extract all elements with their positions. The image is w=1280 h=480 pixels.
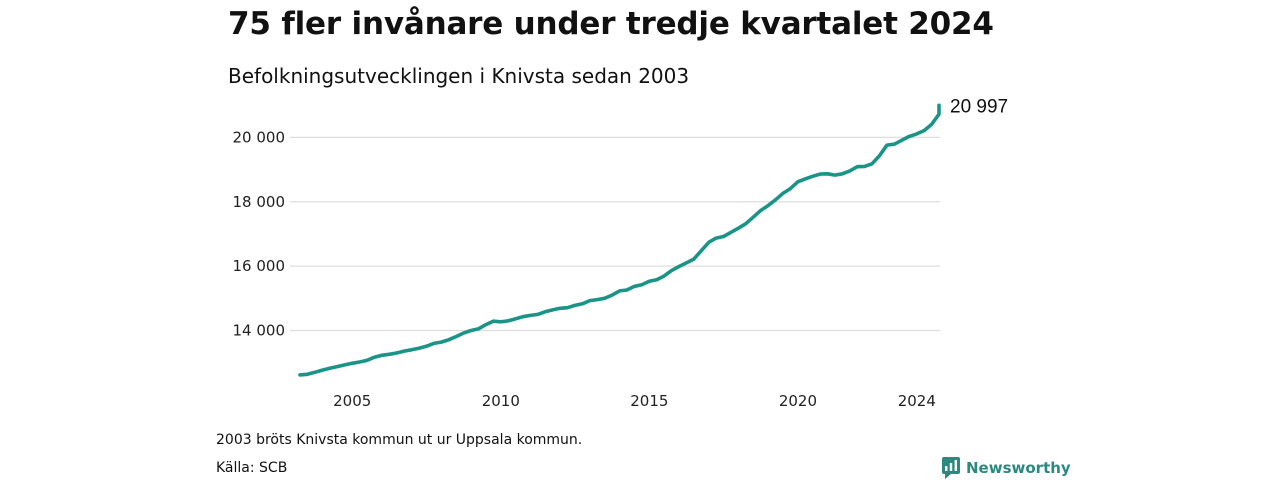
population-series-line: [298, 103, 941, 377]
chart-subtitle: Befolkningsutvecklingen i Knivsta sedan …: [228, 64, 690, 88]
y-tick-label: 18 000: [233, 193, 286, 211]
x-tick-label: 2010: [482, 392, 520, 410]
y-tick-label: 14 000: [233, 322, 286, 340]
x-tick-label: 2020: [779, 392, 817, 410]
x-tick-label: 2015: [630, 392, 668, 410]
x-tick-label: 2005: [333, 392, 371, 410]
footnote: 2003 bröts Knivsta kommun ut ur Uppsala …: [216, 432, 583, 448]
chart-title: 75 fler invånare under tredje kvartalet …: [228, 6, 994, 42]
newsworthy-logo: Newsworthy: [942, 457, 1071, 479]
source-note: Källa: SCB: [216, 460, 288, 476]
end-value-label: 20 997: [950, 96, 1008, 117]
x-tick-label: 2024: [898, 392, 936, 410]
y-tick-label: 16 000: [233, 257, 286, 275]
newsworthy-logo-icon: [942, 457, 960, 479]
newsworthy-logo-text: Newsworthy: [966, 459, 1071, 477]
y-tick-label: 20 000: [233, 128, 286, 146]
population-line-chart: 14 000 16 000 18 000 20 000 2005 2010 2015 2020…: [233, 96, 1009, 410]
